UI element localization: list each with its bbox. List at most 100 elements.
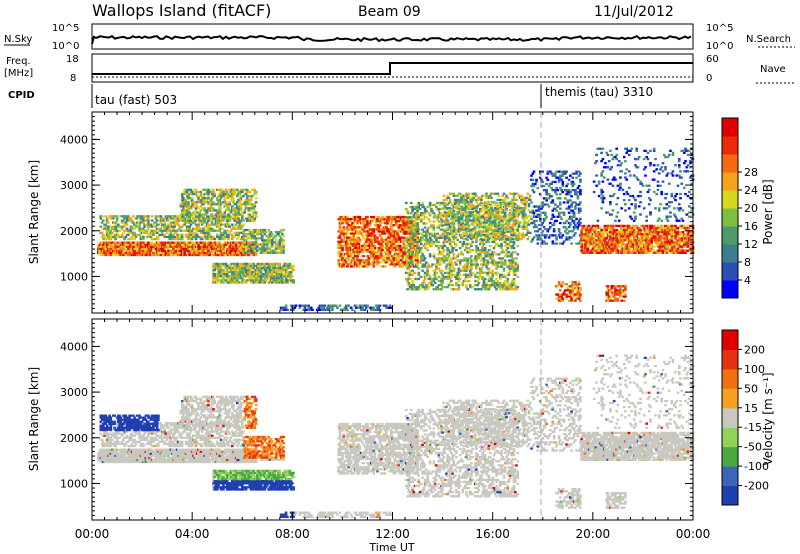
power-cell (194, 213, 198, 216)
power-cell (378, 220, 382, 223)
power-cell (411, 279, 414, 283)
power-cell (117, 223, 120, 226)
power-cell (475, 233, 478, 236)
power-cell (438, 203, 442, 207)
power-cell (292, 268, 295, 272)
power-cell (149, 249, 153, 252)
power-cell (268, 266, 272, 270)
power-cell (438, 253, 442, 256)
power-cell (437, 210, 441, 213)
power-cell (408, 269, 412, 272)
power-cell (480, 255, 483, 258)
freq-panel: Freq. [MHz] 18 8 60 0 Nave (4, 53, 795, 84)
power-cell (455, 242, 458, 246)
power-cell (423, 210, 427, 213)
power-cell (357, 252, 360, 256)
power-cell (477, 277, 481, 281)
power-cell (428, 205, 432, 209)
power-cell (376, 220, 379, 223)
power-cell (372, 218, 376, 221)
power-cell (503, 240, 507, 244)
power-cell (264, 251, 268, 254)
power-cell (465, 237, 468, 241)
power-cell (398, 246, 402, 250)
power-cell (438, 207, 442, 211)
power-cell (371, 250, 374, 254)
power-cell (123, 217, 126, 220)
power-cell (512, 281, 516, 285)
power-cell (451, 284, 454, 287)
power-cell (423, 238, 427, 242)
power-cell (249, 207, 253, 210)
power-cell (213, 229, 217, 232)
power-cell (485, 255, 488, 258)
power-cell (142, 217, 145, 220)
power-cell (351, 232, 354, 235)
power-cell (346, 242, 349, 245)
power-cell (238, 203, 242, 206)
nsearch-label: N.Search (746, 34, 791, 45)
power-cell (189, 221, 193, 224)
power-cell (109, 229, 113, 232)
power-cell (482, 261, 486, 264)
power-cell (407, 261, 411, 264)
power-cell (162, 217, 165, 220)
power-cell (432, 277, 436, 281)
power-cell (266, 277, 269, 280)
power-cell (381, 215, 384, 219)
power-cell (511, 259, 514, 262)
power-cell (222, 247, 225, 250)
power-cell (407, 265, 411, 268)
power-cell (193, 201, 196, 204)
power-cell (483, 253, 487, 256)
power-cell (253, 237, 257, 240)
power-cell (229, 253, 233, 257)
power-cell (430, 226, 433, 229)
power-cell (222, 219, 225, 222)
power-cell (219, 190, 223, 194)
power-cell (352, 224, 355, 227)
power-cell (448, 251, 452, 254)
power-cell (445, 217, 448, 220)
power-cell (183, 203, 186, 206)
power-cell (516, 286, 520, 289)
power-cell (274, 239, 278, 242)
power-cell (187, 201, 190, 204)
power-cell (195, 233, 199, 236)
power-cell (480, 267, 483, 270)
power-cell (251, 279, 254, 282)
power-cell (493, 222, 497, 225)
power-cell (261, 264, 264, 268)
power-cell (436, 201, 439, 205)
power-cell (358, 215, 362, 219)
power-cell (128, 219, 131, 222)
power-cell (149, 235, 153, 239)
power-cell (349, 261, 353, 264)
power-cell (436, 236, 439, 239)
nsky-trace (91, 35, 692, 45)
power-cell (507, 251, 511, 254)
power-cell (257, 228, 260, 232)
power-cell (208, 237, 211, 241)
power-cell (204, 245, 208, 248)
power-cell (277, 279, 280, 282)
power-cell (448, 259, 452, 262)
power-cell (239, 205, 243, 208)
power-cell (463, 277, 467, 281)
power-cell (367, 263, 371, 266)
power-cell (154, 247, 158, 250)
power-cell (341, 246, 344, 250)
power-cell (452, 226, 456, 229)
power-cell (461, 212, 464, 215)
power-cell (200, 223, 204, 226)
power-cell (383, 232, 387, 235)
power-cell (199, 199, 203, 202)
power-cell (478, 207, 482, 211)
power-cell (205, 209, 209, 212)
power-cell (447, 234, 451, 237)
power-cell (133, 237, 136, 241)
power-cell (368, 222, 372, 225)
power-cell (138, 227, 141, 230)
power-cell (456, 194, 459, 197)
power-cell (470, 261, 473, 264)
